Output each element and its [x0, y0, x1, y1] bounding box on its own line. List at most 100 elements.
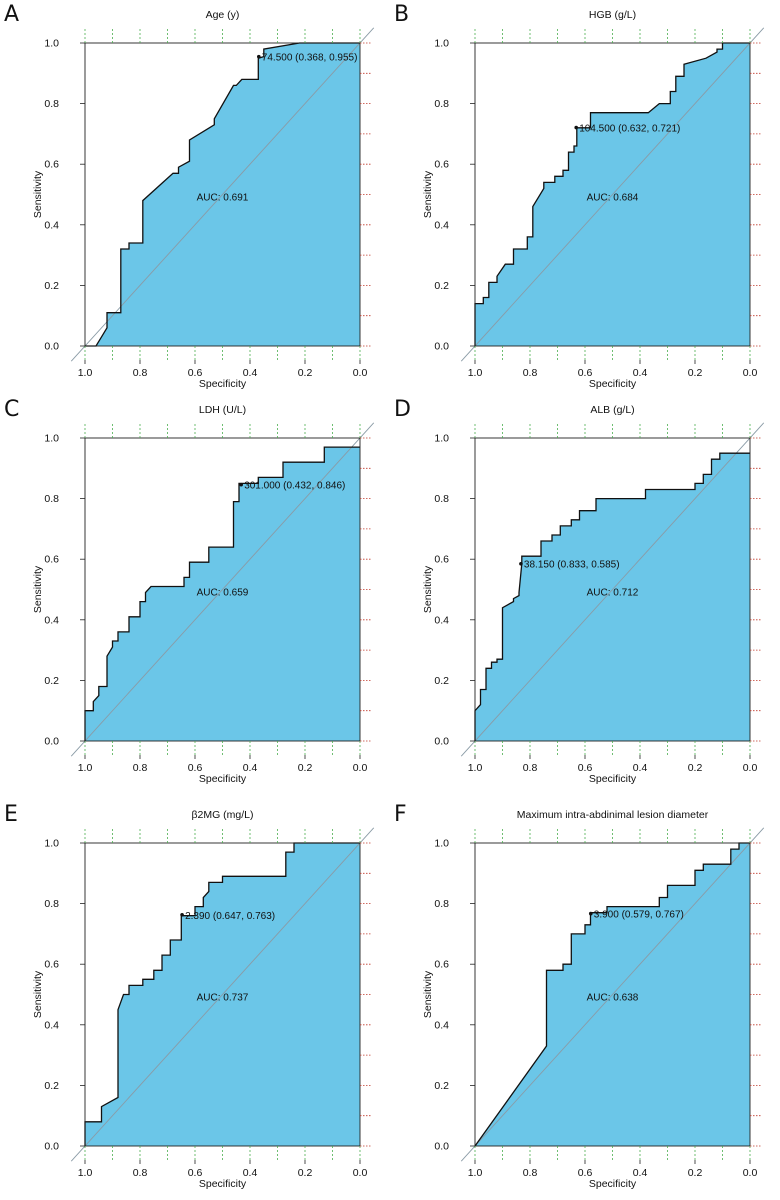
x-tick-label: 0.2	[688, 1167, 703, 1179]
roc-curve	[85, 42, 360, 347]
roc-panel-b: B 1.0 0.8 0.6 0.4 0.2 0.0 0.0 0.2 0.4 0.6 0.8 1.0 Sp…	[390, 0, 770, 390]
x-tick-label: 0.8	[133, 367, 148, 379]
chart-title: HGB (g/L)	[589, 9, 636, 21]
y-tick-label: 1.0	[44, 433, 59, 445]
y-tick-label: 1.0	[44, 38, 59, 50]
x-tick-label: 0.2	[688, 367, 703, 379]
roc-chart: 1.0 0.8 0.6 0.4 0.2 0.0 0.0 0.2 0.4 0.6 0.8 1.0 Spec…	[32, 9, 375, 390]
x-tick-label: 0.0	[743, 1167, 758, 1179]
threshold-label: 3.900 (0.579, 0.767)	[594, 910, 684, 921]
y-tick-label: 0.6	[434, 959, 449, 971]
roc-curve	[84, 446, 360, 741]
x-axis-label: Specificity	[199, 1178, 247, 1190]
roc-chart: 1.0 0.8 0.6 0.4 0.2 0.0 0.0 0.2 0.4 0.6 0.8 1.0 Spec…	[422, 9, 765, 390]
x-tick-label: 0.2	[298, 762, 313, 774]
chart-title: β2MG (mg/L)	[191, 809, 253, 821]
y-axis-label: Sensitivity	[32, 970, 44, 1018]
y-tick-label: 0.0	[44, 1141, 59, 1153]
y-axis-label: Sensitivity	[32, 565, 44, 613]
y-tick-label: 0.0	[434, 1141, 449, 1153]
roc-curve	[84, 842, 360, 1146]
threshold-label: 104.500 (0.632, 0.721)	[579, 124, 680, 135]
threshold-label: 74.500 (0.368, 0.955)	[262, 53, 358, 64]
y-tick-label: 1.0	[44, 838, 59, 850]
y-tick-label: 0.2	[434, 675, 449, 687]
threshold-point	[588, 911, 593, 916]
y-tick-label: 0.2	[434, 1080, 449, 1092]
x-tick-label: 0.2	[298, 1167, 313, 1179]
x-tick-label: 0.4	[633, 762, 648, 774]
x-axis-label: Specificity	[199, 378, 247, 390]
y-tick-label: 0.6	[434, 554, 449, 566]
y-tick-label: 0.8	[44, 493, 59, 505]
x-axis-label: Specificity	[199, 773, 247, 785]
panel-letter: C	[4, 397, 20, 422]
x-tick-label: 0.8	[523, 1167, 538, 1179]
y-tick-label: 0.0	[434, 341, 449, 353]
y-tick-label: 0.0	[434, 736, 449, 748]
x-tick-label: 1.0	[78, 367, 93, 379]
y-tick-label: 1.0	[434, 838, 449, 850]
y-tick-label: 1.0	[434, 433, 449, 445]
x-tick-label: 1.0	[468, 1167, 483, 1179]
reference-diagonal	[460, 27, 765, 362]
x-axis-label: Specificity	[589, 773, 637, 785]
x-axis-label: Specificity	[589, 378, 637, 390]
x-tick-label: 0.2	[688, 762, 703, 774]
roc-area	[85, 447, 360, 741]
y-tick-label: 0.8	[44, 898, 59, 910]
threshold-point	[257, 54, 261, 59]
x-tick-label: 0.0	[353, 1167, 368, 1179]
y-tick-label: 0.2	[44, 280, 59, 292]
y-axis-label: Sensitivity	[422, 565, 434, 613]
y-tick-label: 0.4	[434, 614, 449, 626]
x-tick-label: 0.0	[353, 762, 368, 774]
roc-curve	[474, 842, 750, 1147]
y-tick-label: 0.8	[434, 493, 449, 505]
panel-letter: D	[394, 397, 411, 422]
x-tick-label: 1.0	[78, 1167, 93, 1179]
x-tick-label: 0.8	[523, 367, 538, 379]
roc-panel-f: F 1.0 0.8 0.6 0.4 0.2 0.0 0.0 0.2 0.4 0.6 0.8 1.0 Sp…	[390, 800, 770, 1190]
y-tick-label: 0.6	[44, 959, 59, 971]
x-tick-label: 1.0	[78, 762, 93, 774]
y-tick-label: 0.2	[434, 280, 449, 292]
y-tick-label: 0.6	[44, 554, 59, 566]
x-tick-label: 0.6	[578, 762, 593, 774]
y-tick-label: 1.0	[434, 38, 449, 50]
y-tick-label: 0.4	[434, 219, 449, 231]
y-tick-label: 0.0	[44, 341, 59, 353]
y-axis-label: Sensitivity	[32, 170, 44, 218]
auc-label: AUC: 0.684	[587, 193, 639, 204]
y-tick-label: 0.2	[44, 1080, 59, 1092]
y-tick-label: 0.8	[434, 98, 449, 110]
y-tick-label: 0.4	[44, 1019, 59, 1031]
y-tick-label: 0.2	[44, 675, 59, 687]
y-tick-label: 0.4	[44, 219, 59, 231]
roc-chart: 1.0 0.8 0.6 0.4 0.2 0.0 0.0 0.2 0.4 0.6 0.8 1.0 Spec…	[422, 809, 765, 1190]
reference-diagonal	[70, 27, 375, 362]
roc-panel-c: C 1.0 0.8 0.6 0.4 0.2 0.0 0.0 0.2 0.4 0.6 0.8 1.0 Sp…	[0, 395, 380, 785]
roc-area	[475, 453, 750, 741]
auc-label: AUC: 0.691	[197, 193, 249, 204]
x-tick-label: 0.6	[578, 1167, 593, 1179]
reference-diagonal	[70, 827, 375, 1162]
chart-title: Age (y)	[206, 9, 240, 21]
chart-title: ALB (g/L)	[590, 404, 634, 416]
roc-curve	[474, 452, 750, 741]
roc-chart: 1.0 0.8 0.6 0.4 0.2 0.0 0.0 0.2 0.4 0.6 0.8 1.0 Spec…	[422, 404, 765, 785]
threshold-point	[239, 482, 243, 487]
x-tick-label: 0.6	[188, 367, 203, 379]
x-tick-label: 0.2	[298, 367, 313, 379]
threshold-point	[519, 561, 523, 566]
threshold-label: 2.390 (0.647, 0.763)	[185, 911, 275, 922]
threshold-label: 38.150 (0.833, 0.585)	[524, 560, 620, 571]
roc-panel-d: D 1.0 0.8 0.6 0.4 0.2 0.0 0.0 0.2 0.4 0.6 0.8 1.0 Sp…	[390, 395, 770, 785]
auc-label: AUC: 0.659	[197, 588, 249, 599]
x-tick-label: 0.0	[353, 367, 368, 379]
y-tick-label: 0.8	[434, 898, 449, 910]
y-tick-label: 0.4	[44, 614, 59, 626]
x-tick-label: 0.6	[188, 762, 203, 774]
roc-curve	[474, 42, 750, 346]
x-tick-label: 0.6	[188, 1167, 203, 1179]
